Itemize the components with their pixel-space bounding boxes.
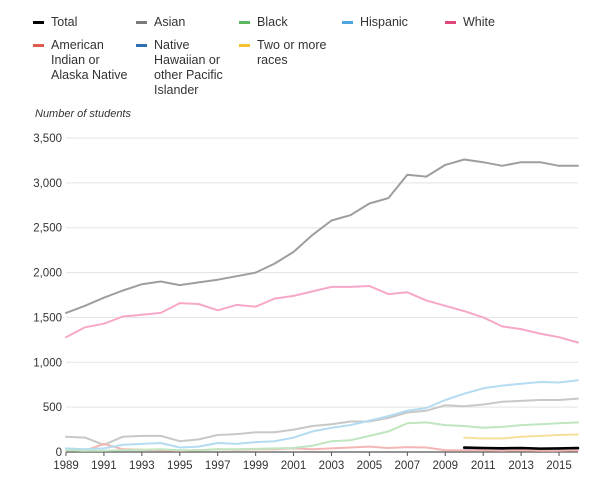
legend-label-two-or-more: Two or more races [257, 38, 327, 67]
y-tick-label: 2,500 [33, 223, 62, 235]
legend-label-white: White [463, 15, 495, 29]
axis-layer: 0 500 1,000 1,500 2,000 2,500 3,000 3,500 1989 19… [33, 133, 572, 472]
grid-layer [66, 137, 578, 453]
legend-label-hispanic: Hispanic [360, 15, 408, 29]
legend-swatch-black [239, 21, 250, 24]
series-line-hispanic[interactable] [65, 379, 579, 451]
series-line-black[interactable] [65, 421, 579, 452]
x-tick-label: 2005 [357, 460, 383, 472]
series-line-total[interactable] [462, 446, 580, 450]
legend-swatch-total [33, 21, 44, 24]
legend-label-black: Black [257, 15, 288, 29]
x-tick-label: 2013 [508, 460, 534, 472]
y-tick-label: 0 [56, 447, 62, 459]
y-axis-title: Number of students [35, 108, 131, 120]
chart-legend: Total Asian Black Hispanic White America… [0, 0, 605, 100]
x-tick-label: 2001 [281, 460, 307, 472]
legend-label-total: Total [51, 15, 78, 29]
legend-swatch-american-indian [33, 44, 44, 47]
legend-swatch-hispanic [342, 21, 353, 24]
x-tick-label: 1995 [167, 460, 193, 472]
series-line-white[interactable] [65, 285, 579, 344]
y-tick-label: 500 [43, 402, 62, 414]
legend-label-native-hawaiian: Native Hawaiian or other Pacific Islande… [154, 38, 223, 97]
x-tick-label: 2007 [395, 460, 421, 472]
legend-swatch-white [445, 21, 456, 24]
legend-swatch-two-or-more [239, 44, 250, 47]
series-line-asian-low-band[interactable] [65, 397, 579, 446]
legend-label-asian: Asian [154, 15, 186, 29]
x-tick-label: 1999 [243, 460, 269, 472]
x-tick-label: 2015 [546, 460, 572, 472]
x-tick-label: 2009 [432, 460, 458, 472]
legend-label-american-indian: American Indian or Alaska Native [51, 38, 128, 82]
x-tick-label: 1997 [205, 460, 231, 472]
series-line-asian[interactable] [65, 158, 579, 314]
x-tick-label: 2003 [319, 460, 345, 472]
x-tick-label: 2011 [471, 460, 496, 472]
x-tick-label: 1989 [53, 460, 79, 472]
y-tick-label: 2,000 [33, 268, 62, 280]
y-tick-label: 1,000 [33, 357, 62, 369]
y-tick-label: 1,500 [33, 312, 62, 324]
series-layer [65, 158, 580, 452]
x-tick-label: 1991 [91, 460, 117, 472]
x-tick-label: 1993 [129, 460, 155, 472]
legend-swatch-native-hawaiian [136, 44, 147, 47]
y-tick-label: 3,500 [33, 133, 62, 145]
legend-swatch-asian [136, 21, 147, 24]
series-line-two-or-more-races[interactable] [463, 433, 579, 440]
y-tick-label: 3,000 [33, 178, 62, 190]
